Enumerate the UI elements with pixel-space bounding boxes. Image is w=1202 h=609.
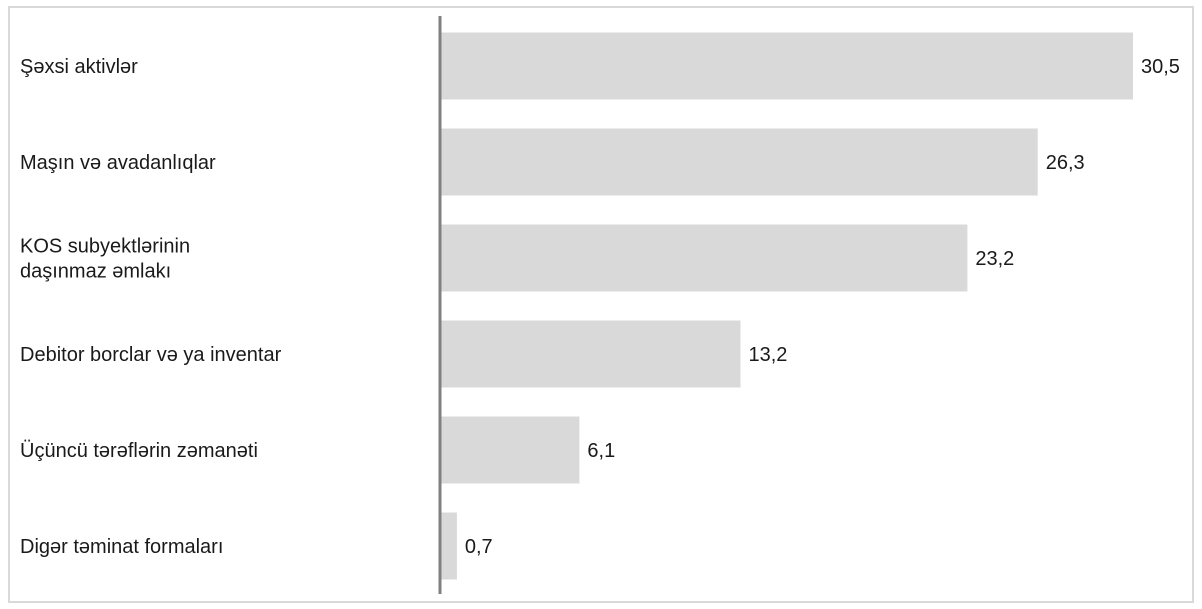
category-label-6: Digər təminat formaları bbox=[20, 536, 223, 558]
category-label-line: Digər təminat formaları bbox=[20, 536, 223, 558]
value-label-2: 26,3 bbox=[1046, 152, 1085, 174]
category-label-2: Maşın və avadanlıqlar bbox=[20, 152, 216, 174]
bar-5 bbox=[441, 417, 579, 484]
bars-layer bbox=[441, 33, 1133, 580]
category-label-line: Debitor borclar və ya inventar bbox=[20, 344, 282, 366]
value-label-6: 0,7 bbox=[465, 536, 493, 558]
category-label-5: Üçüncü tərəflərin zəmanəti bbox=[20, 440, 258, 462]
bar-2 bbox=[441, 129, 1038, 196]
bar-6 bbox=[441, 513, 457, 580]
category-label-1: Şəxsi aktivlər bbox=[20, 56, 138, 78]
category-label-3: KOS subyektlərinin daşınmaz əmlakı bbox=[20, 236, 190, 283]
category-label-4: Debitor borclar və ya inventar bbox=[20, 344, 282, 366]
category-labels: Şəxsi aktivlər Maşın və avadanlıqlar KOS s… bbox=[20, 56, 282, 558]
bar-3 bbox=[441, 225, 967, 292]
value-label-4: 13,2 bbox=[748, 344, 787, 366]
category-label-line: Maşın və avadanlıqlar bbox=[20, 152, 216, 174]
category-label-line: KOS subyektlərinin bbox=[20, 236, 190, 258]
value-label-5: 6,1 bbox=[587, 440, 615, 462]
category-label-line: daşınmaz əmlakı bbox=[20, 261, 171, 283]
value-label-1: 30,5 bbox=[1141, 56, 1180, 78]
value-label-3: 23,2 bbox=[975, 248, 1014, 270]
category-label-line: Şəxsi aktivlər bbox=[20, 56, 138, 78]
bar-4 bbox=[441, 321, 740, 388]
bar-1 bbox=[441, 33, 1133, 100]
category-label-line: Üçüncü tərəflərin zəmanəti bbox=[20, 440, 258, 462]
